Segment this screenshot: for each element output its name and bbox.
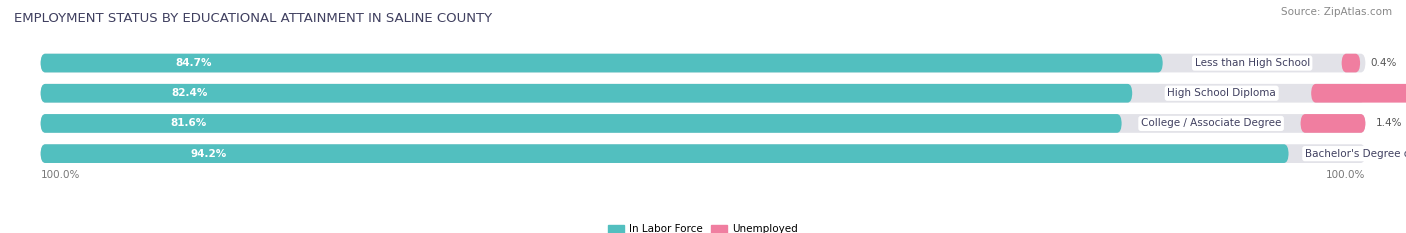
Text: High School Diploma: High School Diploma (1167, 88, 1277, 98)
FancyBboxPatch shape (41, 84, 1132, 103)
Text: 94.2%: 94.2% (190, 149, 226, 159)
FancyBboxPatch shape (41, 144, 1365, 163)
Text: EMPLOYMENT STATUS BY EDUCATIONAL ATTAINMENT IN SALINE COUNTY: EMPLOYMENT STATUS BY EDUCATIONAL ATTAINM… (14, 12, 492, 25)
Text: Source: ZipAtlas.com: Source: ZipAtlas.com (1281, 7, 1392, 17)
Text: 100.0%: 100.0% (1326, 170, 1365, 180)
FancyBboxPatch shape (41, 84, 1365, 103)
Text: Bachelor's Degree or higher: Bachelor's Degree or higher (1305, 149, 1406, 159)
Text: 84.7%: 84.7% (176, 58, 212, 68)
FancyBboxPatch shape (41, 54, 1365, 72)
Text: 0.4%: 0.4% (1371, 58, 1398, 68)
Text: 100.0%: 100.0% (41, 170, 80, 180)
FancyBboxPatch shape (1341, 54, 1360, 72)
Text: College / Associate Degree: College / Associate Degree (1140, 118, 1281, 128)
Legend: In Labor Force, Unemployed: In Labor Force, Unemployed (605, 220, 801, 233)
Text: 82.4%: 82.4% (172, 88, 208, 98)
FancyBboxPatch shape (1312, 84, 1406, 103)
Text: Less than High School: Less than High School (1195, 58, 1310, 68)
FancyBboxPatch shape (41, 144, 1289, 163)
Text: 1.4%: 1.4% (1376, 118, 1403, 128)
Text: 81.6%: 81.6% (170, 118, 207, 128)
FancyBboxPatch shape (41, 114, 1365, 133)
FancyBboxPatch shape (41, 54, 1163, 72)
FancyBboxPatch shape (41, 114, 1122, 133)
FancyBboxPatch shape (1301, 114, 1365, 133)
